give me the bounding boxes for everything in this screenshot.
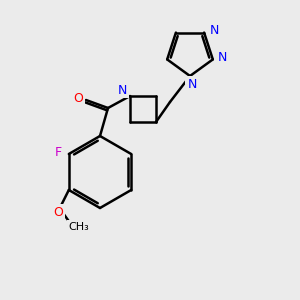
Text: O: O: [73, 92, 83, 104]
Text: CH₃: CH₃: [68, 222, 89, 232]
Text: N: N: [209, 24, 219, 37]
Text: F: F: [54, 146, 61, 158]
Text: O: O: [53, 206, 63, 218]
Text: N: N: [117, 83, 127, 97]
Text: N: N: [187, 77, 197, 91]
Text: N: N: [218, 51, 227, 64]
